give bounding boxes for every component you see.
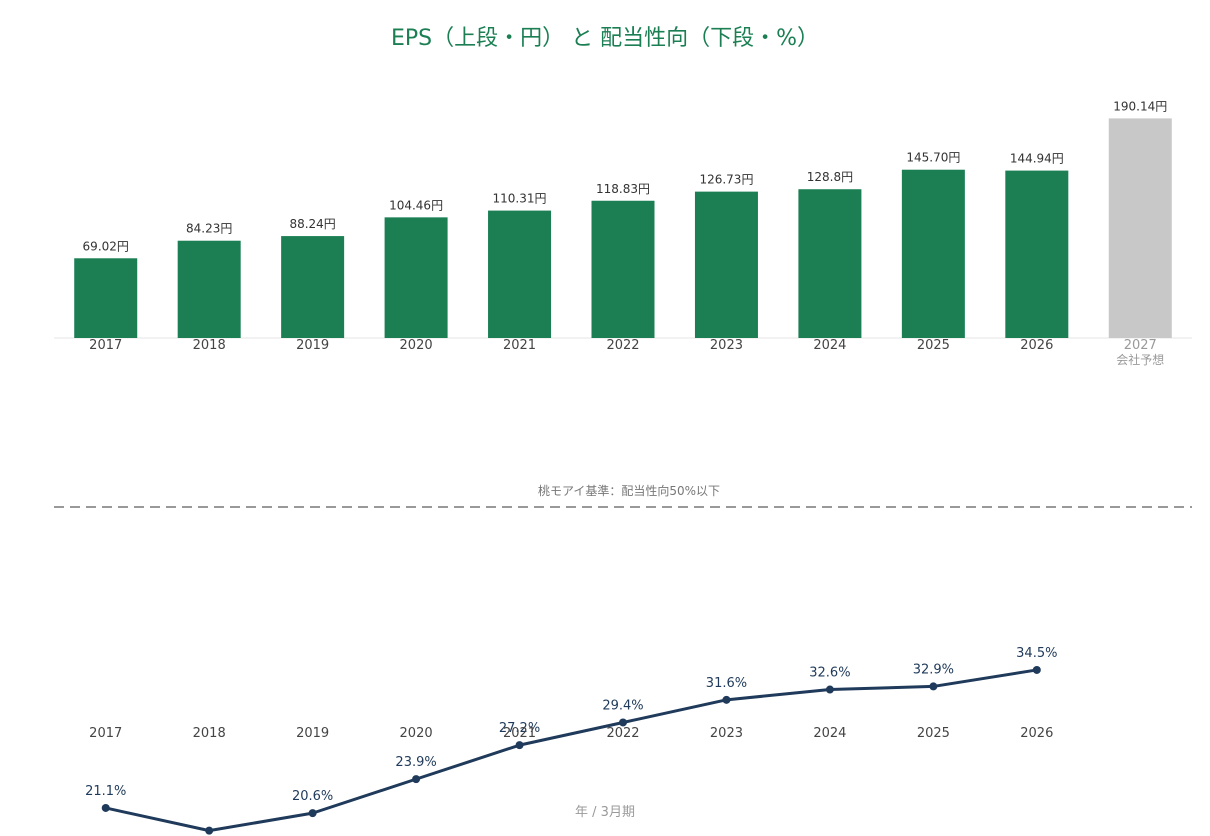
eps-x-tick-label: 2021 — [503, 338, 536, 353]
eps-bar — [591, 200, 655, 338]
payout-data-label: 21.1% — [85, 784, 126, 799]
eps-bar-chart: 69.02円 2017 84.23円 2018 88.24円 2019 104.46円 202… — [54, 99, 1192, 367]
payout-point — [412, 775, 421, 784]
eps-data-label: 190.14円 — [1113, 99, 1167, 113]
payout-x-tick-label: 2020 — [400, 726, 433, 741]
payout-data-label: 20.6% — [292, 789, 333, 804]
eps-bar-forecast — [1108, 118, 1172, 338]
payout-point — [1032, 665, 1041, 674]
forecast-sublabel: 会社予想 — [1116, 352, 1164, 367]
payout-data-label: 34.5% — [1016, 646, 1057, 661]
payout-point — [205, 826, 214, 835]
eps-bar — [1005, 170, 1069, 338]
eps-bar — [694, 191, 758, 338]
eps-data-label: 144.94円 — [1010, 152, 1064, 166]
payout-point — [619, 718, 627, 727]
eps-x-tick-label: 2020 — [400, 338, 433, 353]
eps-x-tick-label: 2019 — [296, 338, 329, 353]
reference-line-label: 桃モアイ基準：配当性向50%以下 — [538, 483, 720, 498]
payout-x-tick-label: 2021 — [503, 726, 536, 741]
payout-x-tick-label: 2026 — [1020, 726, 1053, 741]
eps-x-tick-label: 2017 — [89, 338, 122, 353]
eps-data-label: 126.73円 — [699, 173, 753, 187]
eps-data-label: 128.8円 — [807, 170, 853, 184]
eps-bar — [177, 240, 241, 338]
eps-x-tick-label: 2026 — [1020, 338, 1053, 353]
payout-x-tick-label: 2025 — [917, 726, 950, 741]
payout-point — [929, 682, 938, 691]
payout-x-tick-label: 2017 — [89, 726, 122, 741]
eps-bar — [74, 258, 138, 338]
eps-data-label: 145.70円 — [906, 151, 960, 165]
eps-bar — [281, 236, 345, 338]
eps-data-label: 110.31円 — [493, 192, 547, 206]
payout-point — [308, 809, 317, 818]
payout-data-label: 32.9% — [913, 662, 954, 677]
eps-x-tick-label: 2018 — [193, 338, 226, 353]
payout-point — [101, 803, 110, 812]
eps-data-label: 104.46円 — [389, 198, 443, 212]
eps-bar — [488, 210, 552, 338]
payout-ratio-line — [105, 668, 1038, 833]
eps-x-tick-label: 2023 — [710, 338, 743, 353]
payout-data-label: 31.6% — [706, 676, 747, 691]
payout-data-label: 32.6% — [809, 666, 850, 681]
eps-x-tick-label: 2025 — [917, 338, 950, 353]
eps-data-label: 69.02円 — [83, 239, 129, 253]
payout-x-tick-label: 2019 — [296, 726, 329, 741]
eps-x-tick-label: 2024 — [813, 338, 846, 353]
eps-x-tick-label: 2022 — [606, 338, 639, 353]
payout-point — [825, 685, 834, 694]
eps-bar — [901, 169, 965, 338]
payout-data-label: 27.2% — [499, 721, 540, 736]
eps-bar — [798, 189, 862, 338]
eps-data-label: 88.24円 — [289, 217, 335, 231]
payout-point — [722, 695, 731, 704]
payout-point — [515, 741, 524, 750]
eps-x-tick-label: 2027 — [1124, 338, 1157, 353]
eps-data-label: 84.23円 — [186, 222, 232, 236]
payout-x-tick-label: 2018 — [193, 726, 226, 741]
payout-data-label: 29.4% — [602, 698, 643, 713]
payout-x-tick-label: 2022 — [606, 726, 639, 741]
payout-data-label: 23.9% — [395, 755, 436, 770]
payout-x-tick-label: 2024 — [813, 726, 846, 741]
payout-x-tick-label: 2023 — [710, 726, 743, 741]
eps-data-label: 118.83円 — [596, 182, 650, 196]
chart-title: EPS（上段・円） と 配当性向（下段・%） — [391, 26, 819, 51]
x-axis-footer-label: 年 / 3月期 — [575, 805, 635, 820]
payout-ratio-line-chart: 桃モアイ基準：配当性向50%以下21.1%201718.9%201820.6%2… — [54, 483, 1192, 835]
eps-bar — [384, 217, 448, 338]
